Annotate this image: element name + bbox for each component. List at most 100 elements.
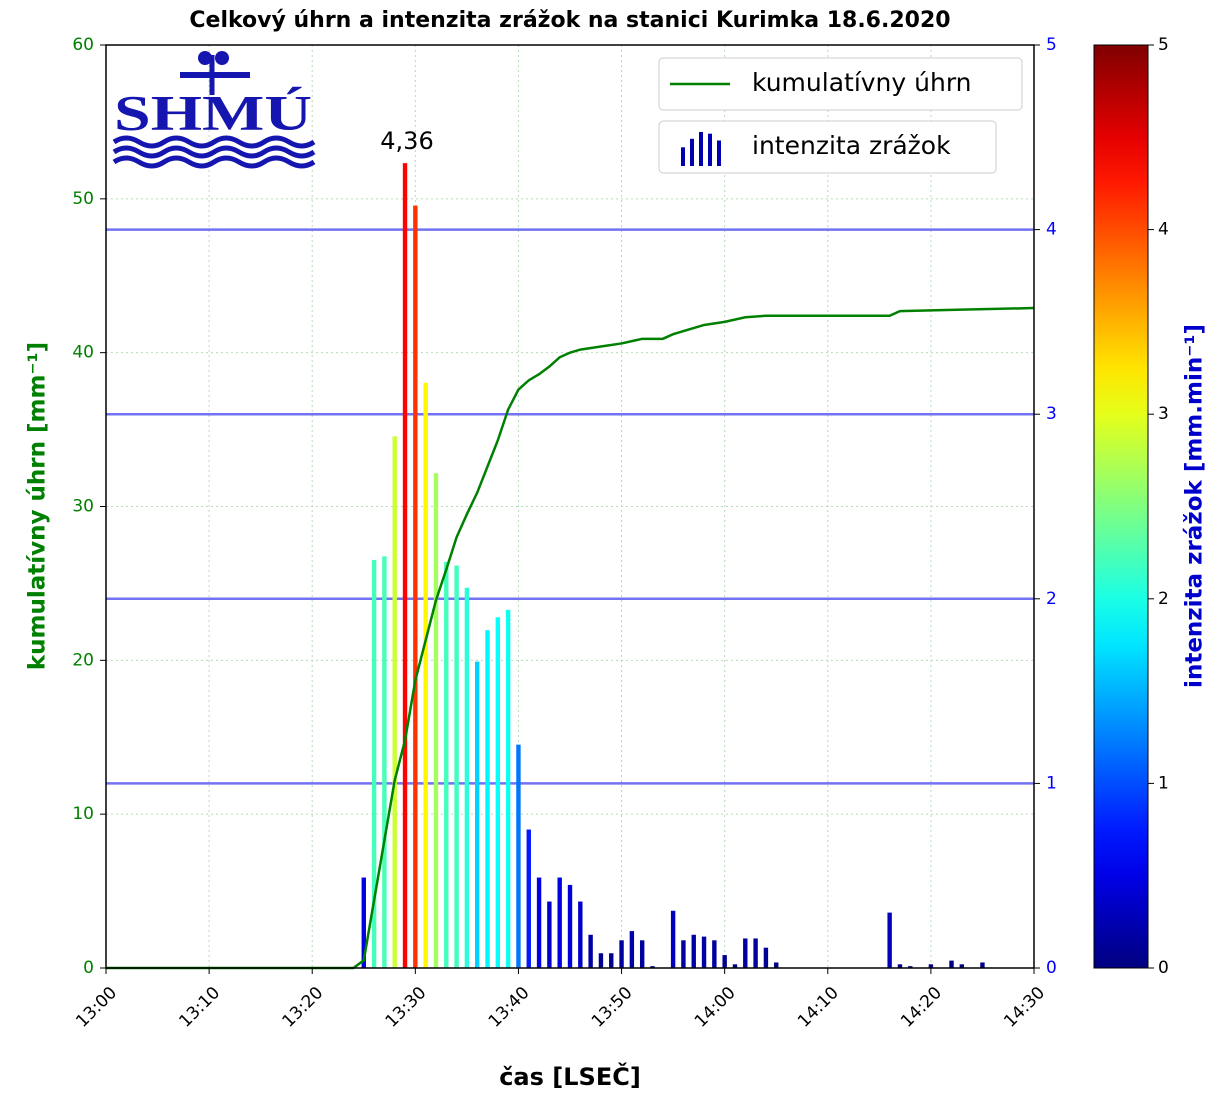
colorbar-tick-label: 3 [1158, 404, 1169, 424]
y-tick-label: 40 [72, 343, 94, 363]
y-tick-label: 60 [72, 35, 94, 55]
bar [908, 966, 913, 968]
logo-cup [198, 51, 212, 65]
bar [454, 565, 459, 968]
bar [980, 962, 985, 968]
colorbar-tick-label: 1 [1158, 773, 1169, 793]
bar [629, 931, 635, 968]
y2-tick-label: 3 [1046, 404, 1057, 424]
bar [722, 955, 727, 968]
y-tick-label: 20 [72, 650, 94, 670]
y-tick-label: 0 [83, 958, 94, 978]
bar [774, 962, 779, 968]
bar [732, 964, 738, 968]
legend-label: intenzita zrážok [752, 131, 951, 160]
logo-text: SHMÚ [114, 84, 312, 140]
colorbar-tick-label: 0 [1158, 958, 1169, 978]
x-tick-label: 14:30 [1000, 983, 1049, 1032]
bar [433, 473, 439, 968]
bar [701, 936, 707, 968]
bar [392, 436, 397, 968]
bar [413, 205, 418, 969]
bar [753, 938, 758, 968]
legend-bar [699, 132, 703, 166]
bar [402, 163, 408, 969]
legend-bar [681, 147, 685, 166]
legend-bar [708, 133, 712, 166]
legend-swatch [681, 132, 721, 166]
legend-bar [717, 140, 721, 166]
colorbar-tick-label: 4 [1158, 220, 1169, 240]
x-tick-label: 14:20 [897, 983, 946, 1032]
colorbar-tick-label: 5 [1158, 35, 1169, 55]
bar [578, 901, 583, 968]
x-tick-label: 13:20 [279, 983, 328, 1032]
logo-vane [180, 72, 250, 78]
colorbar-tick-label: 2 [1158, 589, 1169, 609]
annotation: 4,36 [380, 127, 433, 155]
bar [712, 940, 717, 968]
y-tick-label: 10 [72, 804, 94, 824]
bar [361, 877, 366, 968]
y2-tick-label: 2 [1046, 589, 1057, 609]
bar [588, 934, 593, 968]
legend-box [658, 120, 997, 174]
y2-tick-label: 0 [1046, 958, 1057, 978]
y-tick-label: 50 [72, 189, 94, 209]
bar [536, 877, 542, 968]
bar [949, 960, 954, 968]
chart-title: Celkový úhrn a intenzita zrážok na stani… [189, 8, 950, 33]
bar [691, 934, 696, 968]
x-tick-label: 13:30 [382, 983, 431, 1032]
y2-tick-label: 5 [1046, 35, 1057, 55]
grid-layer [105, 44, 1035, 969]
bar [567, 884, 573, 968]
y-tick-label: 30 [72, 497, 94, 517]
x-axis-label: čas [LSEČ] [499, 1061, 641, 1091]
bar [639, 940, 645, 968]
bar [650, 966, 655, 968]
logo: SHMÚ [112, 51, 316, 169]
bar [619, 940, 624, 968]
bar [897, 964, 903, 968]
bar [598, 953, 604, 968]
bar [464, 587, 470, 968]
bar [763, 947, 769, 968]
legend-label: kumulatívny úhrn [752, 68, 972, 97]
bar [547, 901, 552, 968]
x-tick-label: 13:10 [175, 983, 224, 1032]
line [106, 306, 1035, 970]
bar [505, 609, 511, 968]
colorbar [1093, 44, 1149, 969]
logo-cup [215, 51, 229, 65]
bar [423, 382, 428, 968]
x-tick-label: 13:50 [588, 983, 637, 1032]
bar [557, 877, 562, 968]
bar [475, 661, 480, 968]
bar [670, 910, 676, 968]
bar [928, 964, 934, 968]
bar [371, 560, 377, 968]
y2-tick-label: 1 [1046, 773, 1057, 793]
legend-box [658, 57, 1023, 111]
x-tick-label: 13:00 [72, 983, 121, 1032]
x-tick-label: 14:10 [794, 983, 843, 1032]
x-tick-label: 13:40 [485, 983, 534, 1032]
y2-tick-label: 4 [1046, 220, 1057, 240]
bar [526, 829, 531, 968]
bar [959, 964, 965, 968]
x-tick-label: 14:00 [691, 983, 740, 1032]
y-axis-label: kumulatívny úhrn [mm⁻¹] [25, 342, 51, 670]
bar [495, 617, 501, 968]
y2-axis-label: intenzita zrážok [mm.min⁻¹] [1182, 324, 1208, 688]
bar [516, 744, 521, 968]
bar [382, 556, 387, 968]
bar [444, 561, 449, 968]
marks-layer [106, 163, 1035, 970]
plot-frame [105, 44, 1035, 969]
legend-bar [690, 138, 694, 166]
bar [609, 953, 614, 968]
bar [681, 940, 686, 968]
logo-waves [112, 135, 316, 169]
